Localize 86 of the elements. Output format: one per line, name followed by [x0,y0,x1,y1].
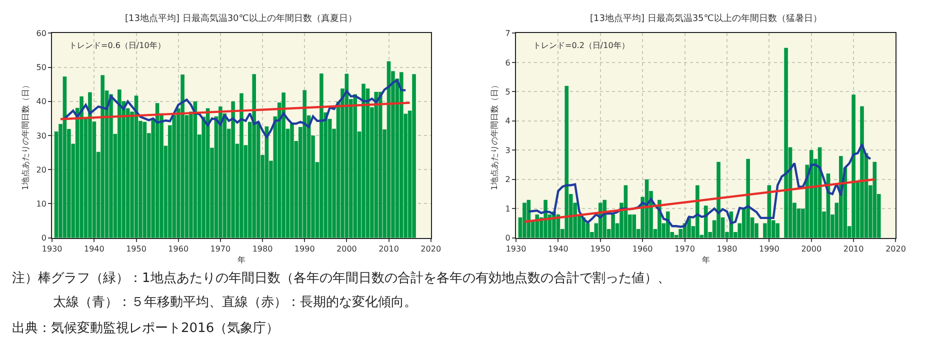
x-tick-label: 1970 [674,244,695,254]
bar [399,72,404,238]
line-series [64,79,407,138]
y-tick-label: 1 [505,204,510,214]
y-tick-label: 10 [36,200,46,209]
bar [809,150,814,238]
bar [632,214,636,238]
x-tick-label: 1930 [42,244,62,254]
bar [362,84,366,238]
x-tick-label: 2010 [843,244,864,254]
line-series [528,143,872,228]
x-tick-label: 2000 [336,244,357,254]
bar [231,101,235,238]
bar [252,74,256,238]
y-tick-label: 30 [36,131,46,140]
annotation: トレンド=0.2（日/10年） [533,41,630,50]
bar [353,94,357,238]
y-tick-label: 3 [505,146,510,155]
x-axis-title: 年 [237,256,246,265]
x-tick-label: 1940 [548,244,568,254]
bar [611,214,615,238]
y-tick-label: 40 [36,97,46,106]
bar [412,74,416,238]
y-tick-label: 20 [36,165,46,174]
bar [564,86,569,238]
bar [88,92,92,238]
bar [80,96,84,238]
x-tick-label: 1950 [590,244,611,254]
source-note: 出典：気候変動監視レポート2016（気象庁） [12,320,280,336]
x-tick-label: 1990 [294,244,315,254]
bar [386,61,391,238]
chart-title: [13地点平均] 日最高気温35℃以上の年間日数（猛暑日） [590,13,822,24]
bar [522,202,526,238]
x-tick-label: 1990 [758,244,780,254]
y-tick-label: 7 [505,29,510,38]
bar [118,90,122,238]
bar [302,90,306,238]
y-tick-label: 5 [505,87,510,96]
x-tick-label: 1970 [210,244,231,254]
bar [320,73,324,238]
annotation: トレンド=0.6（日/10年） [69,41,166,50]
x-tick-label: 2020 [420,244,442,254]
bar [872,162,877,238]
x-axis-title: 年 [702,256,710,265]
x-tick-label: 1980 [716,244,738,254]
bar [109,94,113,238]
bar [784,48,788,238]
bar [746,158,750,238]
bar [193,101,198,238]
y-tick-label: 50 [36,63,46,72]
y-tick-label: 0 [41,234,46,243]
bar [290,124,294,238]
bar [240,93,244,238]
bar [100,75,104,238]
bar [142,122,147,238]
bar [62,76,67,238]
y-tick-label: 0 [505,234,510,243]
x-tick-label: 2010 [378,244,399,254]
y-axis-title: 1地点あたりの年間日数（日） [490,80,500,190]
bar [282,92,286,238]
x-tick-label: 1950 [126,244,146,254]
bar [860,106,864,238]
bar [696,185,700,238]
x-tick-label: 1930 [506,244,526,254]
y-tick-label: 60 [36,29,46,38]
bar [852,94,856,238]
bar [374,92,378,238]
chart-title: [13地点平均] 日最高気温30℃以上の年間日数（真夏日） [125,13,357,24]
y-tick-label: 6 [505,58,510,68]
x-tick-label: 1960 [632,244,653,254]
bar [535,214,539,238]
x-tick-label: 2020 [886,244,906,254]
y-tick-label: 4 [505,116,510,126]
bar [704,206,708,238]
x-tick-label: 1960 [168,244,189,254]
x-tick-label: 2000 [801,244,822,254]
text: 注）棒グラフ（緑）：1地点あたりの年間日数（各年の年間日数の合計を各年の有効地点数の合計で割った値）、 [12,271,670,286]
bar [776,223,780,238]
bar [218,106,222,238]
bar [716,162,720,238]
y-tick-label: 2 [505,175,510,184]
x-tick-label: 1940 [84,244,104,254]
x-tick-label: 1980 [252,244,273,254]
bar [180,74,184,238]
text: 太線（青）：５年移動平均、直線（赤）：長期的な変化傾向。 [53,294,417,310]
y-axis-title: 1地点あたりの年間日数（日） [21,80,30,190]
